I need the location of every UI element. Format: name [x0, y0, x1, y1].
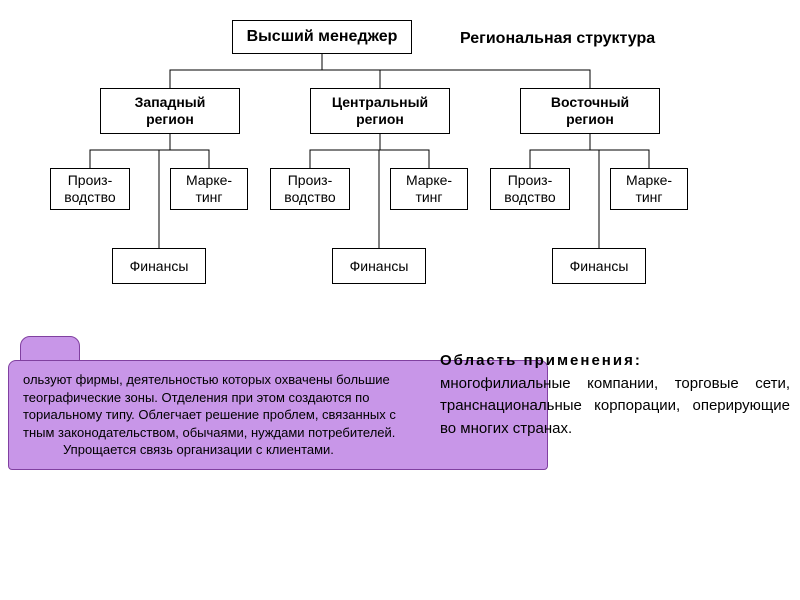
node-dept: Финансы	[552, 248, 646, 284]
application-block: Область применения: многофилиальные комп…	[440, 350, 790, 440]
panel-line: Упрощается связь организации с клиентами…	[23, 441, 533, 459]
node-region-west: Западный регион	[100, 88, 240, 134]
node-dept: Произ- водство	[270, 168, 350, 210]
application-body: многофилиальные компании, торговые сети,…	[440, 373, 790, 441]
node-region-central: Центральный регион	[310, 88, 450, 134]
node-dept: Произ- водство	[490, 168, 570, 210]
node-dept: Произ- водство	[50, 168, 130, 210]
node-dept: Марке- тинг	[610, 168, 688, 210]
application-heading: Область применения:	[440, 350, 790, 373]
node-dept: Марке- тинг	[390, 168, 468, 210]
diagram-title: Региональная структура	[460, 30, 655, 48]
node-region-east: Восточный регион	[520, 88, 660, 134]
node-dept: Финансы	[332, 248, 426, 284]
node-root: Высший менеджер	[232, 20, 412, 54]
node-dept: Финансы	[112, 248, 206, 284]
node-dept: Марке- тинг	[170, 168, 248, 210]
